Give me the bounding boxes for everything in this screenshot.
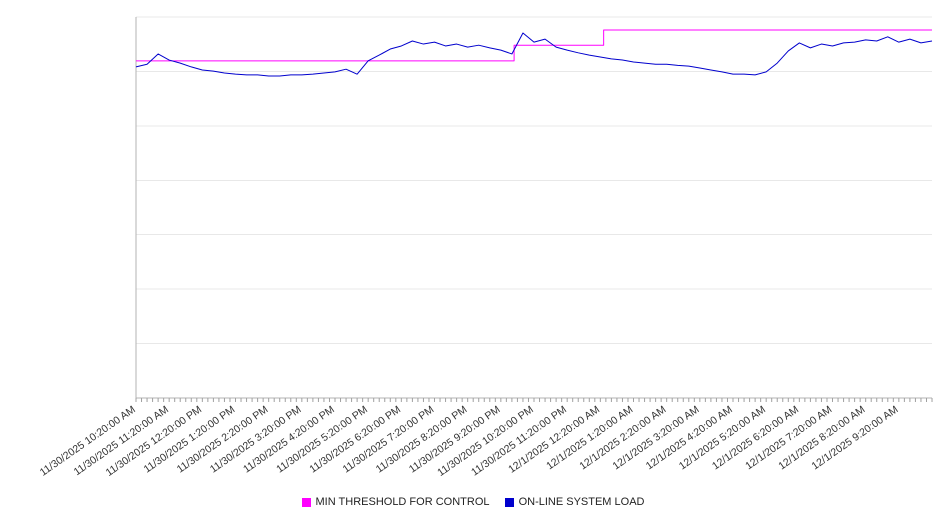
threshold-series-swatch: [301, 497, 311, 507]
series-line-threshold: [136, 29, 932, 62]
legend-item-system-load: ON-LINE SYSTEM LOAD: [504, 496, 645, 508]
series-line-system-load: [135, 32, 933, 77]
legend-item-threshold: MIN THRESHOLD FOR CONTROL: [301, 496, 490, 508]
chart-legend: MIN THRESHOLD FOR CONTROL ON-LINE SYSTEM…: [0, 496, 946, 510]
legend-label-system-load: ON-LINE SYSTEM LOAD: [518, 496, 645, 508]
legend-label-threshold: MIN THRESHOLD FOR CONTROL: [315, 496, 490, 508]
system-load-series-swatch: [504, 497, 514, 507]
